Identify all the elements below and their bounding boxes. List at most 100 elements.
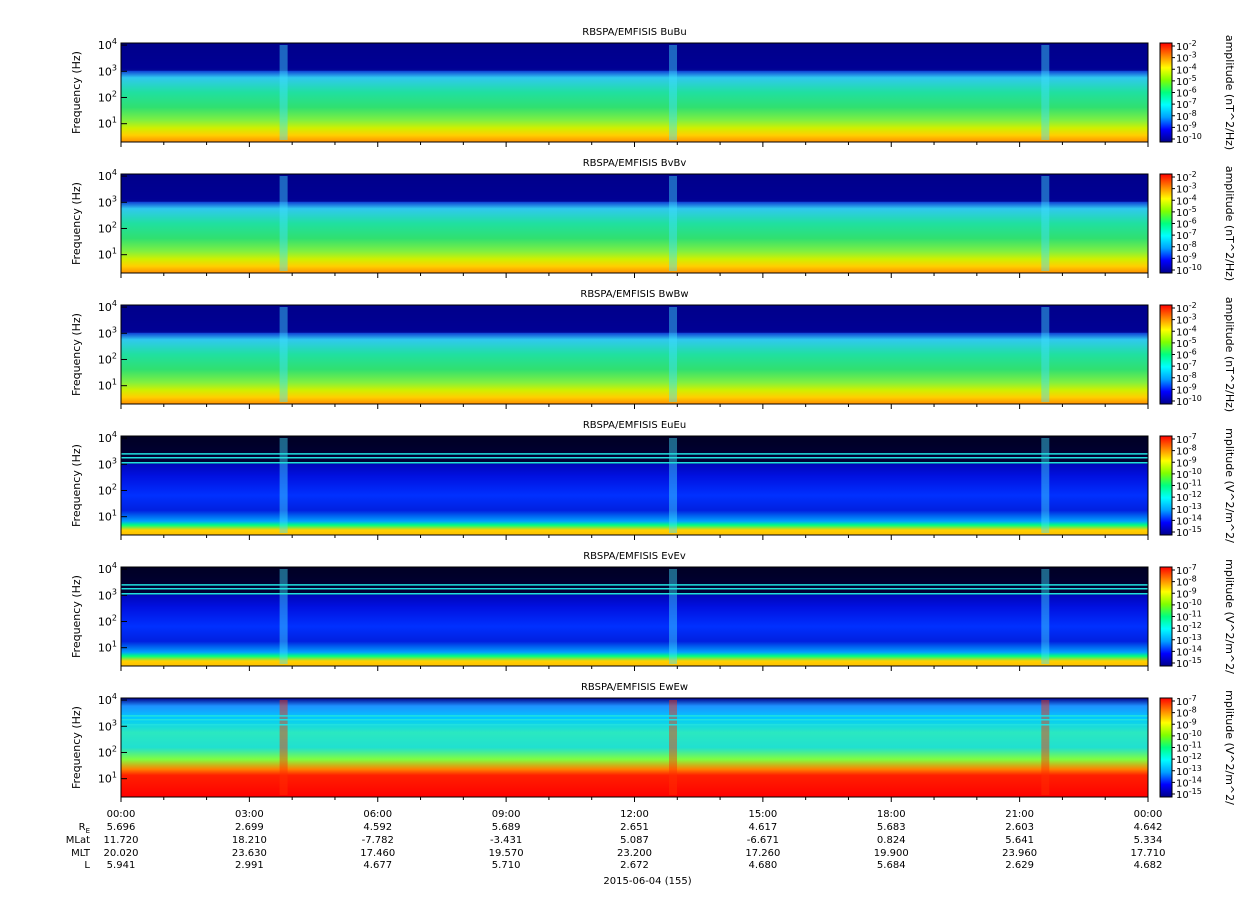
panel-title: RBSPA/EMFISIS EuEu [583, 420, 686, 431]
y-tick-label: 102 [98, 351, 117, 366]
colorbar: 10-710-810-910-1010-1110-1210-1310-1410-… [1159, 690, 1236, 805]
colorbar-tick-label: 10-15 [1176, 525, 1202, 539]
x-tick-label: 03:00 [235, 809, 264, 820]
colorbar-tick-label: 10-9 [1176, 586, 1197, 600]
ephemeris-value: 2.672 [620, 860, 649, 871]
colorbar-tick-label: 10-8 [1176, 371, 1197, 385]
colorbar-tick-label: 10-9 [1176, 717, 1197, 731]
colorbar-scale [1159, 304, 1173, 405]
colorbar-label: mplitude (V^2/m^2/ [1223, 559, 1236, 674]
emission-burst [279, 176, 288, 271]
colorbar-tick-label: 10-8 [1176, 706, 1197, 720]
y-tick-label: 101 [98, 509, 117, 524]
emission-burst [669, 176, 678, 271]
panel-title: RBSPA/EMFISIS BuBu [582, 27, 686, 38]
colorbar-label: amplitude (nT^2/Hz) [1223, 35, 1236, 150]
emission-burst [279, 700, 288, 795]
emission-burst [669, 569, 678, 664]
colorbar-tick-label: 10-7 [1176, 694, 1197, 708]
colorbar-tick-label: 10-6 [1176, 217, 1197, 231]
y-tick-label: 102 [98, 613, 117, 628]
spectrogram-panel: RBSPA/EMFISIS EuEu Frequency (Hz) 104 103 10… [70, 420, 1236, 543]
colorbar-tick-label: 10-11 [1176, 610, 1202, 624]
y-tick-label: 103 [98, 718, 117, 733]
colorbar-tick-label: 10-13 [1176, 502, 1202, 516]
panel-title: RBSPA/EMFISIS BvBv [583, 158, 687, 169]
colorbar-tick-label: 10-9 [1176, 382, 1197, 396]
ephemeris-row-label: MLT [71, 848, 91, 859]
ephemeris-value: 5.683 [877, 822, 906, 833]
ephemeris-value: 17.460 [360, 848, 395, 859]
colorbar-tick-label: 10-9 [1176, 455, 1197, 469]
colorbar-tick-label: 10-10 [1176, 598, 1202, 612]
emission-burst [279, 307, 288, 402]
y-axis-label: Frequency (Hz) [70, 575, 83, 658]
x-tick-label: 12:00 [620, 809, 649, 820]
colorbar-tick-label: 10-12 [1176, 621, 1202, 635]
colorbar-tick-label: 10-4 [1176, 324, 1197, 338]
colorbar-tick-label: 10-13 [1176, 764, 1202, 778]
colorbar-tick-label: 10-8 [1176, 109, 1197, 123]
y-tick-label: 101 [98, 378, 117, 393]
ephemeris-value: 5.334 [1134, 835, 1163, 846]
high-frequency-background [121, 174, 1148, 202]
colorbar-scale [1159, 697, 1173, 798]
ephemeris-value: -7.782 [362, 835, 394, 846]
ephemeris-value: 20.020 [104, 848, 139, 859]
y-tick-label: 101 [98, 771, 117, 786]
colorbar-scale [1159, 42, 1173, 143]
ephemeris-value: 4.617 [749, 822, 778, 833]
spectrogram-panel: RBSPA/EMFISIS EwEw Frequency (Hz) 104 103 10… [70, 682, 1236, 805]
ephemeris-value: 18.210 [232, 835, 267, 846]
ephemeris-row-label: L [84, 860, 90, 871]
emission-burst [1041, 176, 1050, 271]
ephemeris-value: 5.941 [107, 860, 136, 871]
emission-burst [1041, 569, 1050, 664]
y-axis-label: Frequency (Hz) [70, 706, 83, 789]
y-tick-label: 103 [98, 587, 117, 602]
colorbar-tick-label: 10-5 [1176, 336, 1197, 350]
ephemeris-value: -3.431 [490, 835, 522, 846]
colorbar-tick-label: 10-8 [1176, 240, 1197, 254]
high-frequency-background [121, 305, 1148, 333]
emission-burst [669, 45, 678, 140]
ephemeris-value: 2.651 [620, 822, 649, 833]
y-tick-label: 101 [98, 116, 117, 131]
ephemeris-value: 11.720 [104, 835, 139, 846]
ephemeris-value: 4.680 [749, 860, 778, 871]
ephemeris-value: -6.671 [747, 835, 779, 846]
colorbar-tick-label: 10-7 [1176, 432, 1197, 446]
emission-burst [1041, 700, 1050, 795]
x-tick-label: 00:00 [107, 809, 136, 820]
spectrogram-panel: RBSPA/EMFISIS EvEv Frequency (Hz) 104 103 10… [70, 551, 1236, 674]
ephemeris-value: 5.087 [620, 835, 649, 846]
colorbar-tick-label: 10-4 [1176, 193, 1197, 207]
emission-burst [669, 700, 678, 795]
colorbar-tick-label: 10-7 [1176, 563, 1197, 577]
colorbar-tick-label: 10-14 [1176, 644, 1202, 658]
colorbar-tick-label: 10-12 [1176, 490, 1202, 504]
ephemeris-value: 23.960 [1002, 848, 1037, 859]
emission-burst [279, 45, 288, 140]
y-tick-label: 103 [98, 325, 117, 340]
y-tick-label: 102 [98, 89, 117, 104]
colorbar-tick-label: 10-3 [1176, 51, 1197, 65]
colorbar-tick-label: 10-10 [1176, 132, 1202, 146]
colorbar: 10-210-310-410-510-610-710-810-910-10 amp… [1159, 35, 1236, 150]
colorbar-tick-label: 10-11 [1176, 741, 1202, 755]
colorbar-scale [1159, 566, 1173, 667]
y-tick-label: 103 [98, 456, 117, 471]
colorbar-label: mplitude (V^2/m^2/ [1223, 428, 1236, 543]
y-tick-label: 102 [98, 220, 117, 235]
y-axis-label: Frequency (Hz) [70, 444, 83, 527]
colorbar-tick-label: 10-9 [1176, 120, 1197, 134]
emission-burst [279, 569, 288, 664]
colorbar-tick-label: 10-2 [1176, 170, 1197, 184]
colorbar-label: amplitude (nT^2/Hz) [1223, 166, 1236, 281]
y-axis-label: Frequency (Hz) [70, 313, 83, 396]
colorbar-tick-label: 10-4 [1176, 62, 1197, 76]
spectrogram-panel: RBSPA/EMFISIS BvBv Frequency (Hz) 104 103 10… [70, 158, 1236, 281]
ephemeris-value: 5.696 [107, 822, 136, 833]
colorbar-tick-label: 10-12 [1176, 752, 1202, 766]
